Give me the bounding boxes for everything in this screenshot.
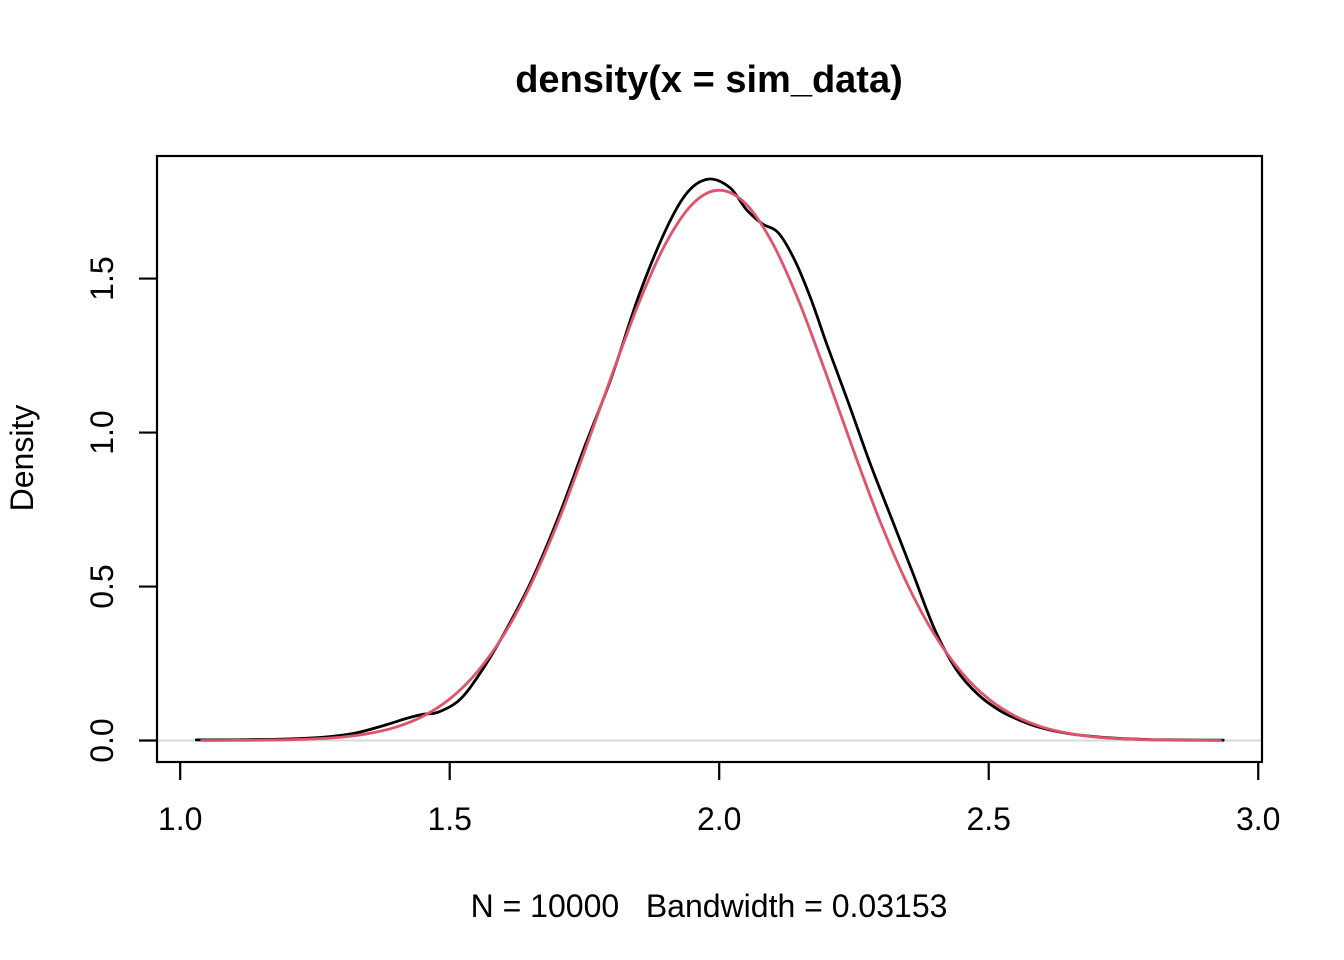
y-tick-label: 1.5	[84, 256, 120, 300]
y-axis-label: Density	[4, 405, 40, 512]
y-tick-label: 1.0	[84, 410, 120, 454]
x-tick-label: 2.5	[966, 801, 1010, 837]
y-tick-label: 0.0	[84, 718, 120, 762]
reference-density-overlay-curve	[200, 188, 1222, 742]
x-tick-label: 1.0	[158, 801, 202, 837]
plot-box	[155, 154, 1264, 764]
y-tick-label: 0.5	[84, 564, 120, 608]
x-tick-label: 2.0	[697, 801, 741, 837]
x-tick-label: 1.5	[427, 801, 471, 837]
chart-title: density(x = sim_data)	[515, 59, 903, 101]
kernel-density-estimate-curve	[194, 177, 1225, 742]
plot-geometry: 1.0 1.5 2.0 2.5 3.0 0.0 0.5 1.0 1.5	[84, 154, 1280, 837]
x-axis-subtitle: N = 10000 Bandwidth = 0.03153	[471, 888, 948, 924]
x-tick-label: 3.0	[1236, 801, 1280, 837]
